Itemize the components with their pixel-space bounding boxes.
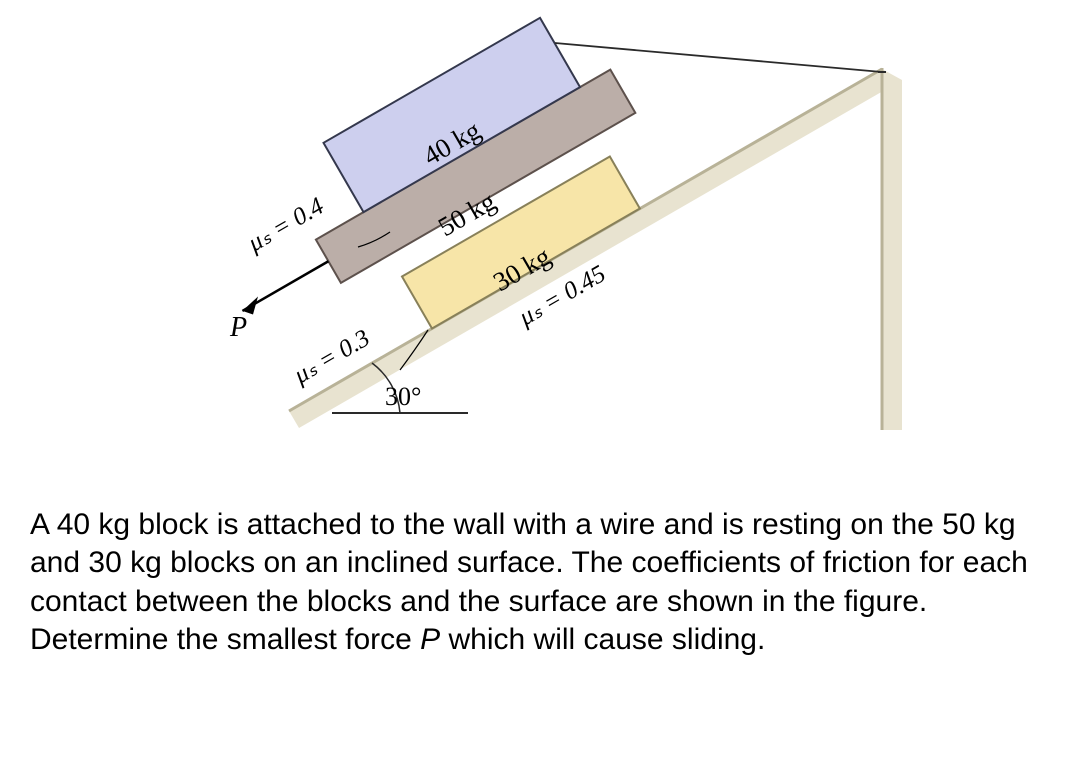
diagram-area: 30° P μₛ = 0.4 μₛ = 0.3 μₛ = 0.45 40 kg <box>0 0 1074 480</box>
wire <box>555 43 882 72</box>
physics-diagram: 30° P μₛ = 0.4 μₛ = 0.3 μₛ = 0.45 40 kg <box>0 0 1074 480</box>
mu-top-label: μₛ = 0.4 <box>243 193 329 258</box>
problem-statement: A 40 kg block is attached to the wall wi… <box>30 506 1030 660</box>
wall-shadow <box>882 69 902 430</box>
force-P-label: P <box>229 312 247 343</box>
wall <box>882 68 902 430</box>
force-P-arrow <box>242 261 328 314</box>
angle-label: 30° <box>385 382 421 411</box>
problem-force-variable: P <box>420 623 440 656</box>
problem-text-part2: which will cause sliding. <box>440 623 765 656</box>
